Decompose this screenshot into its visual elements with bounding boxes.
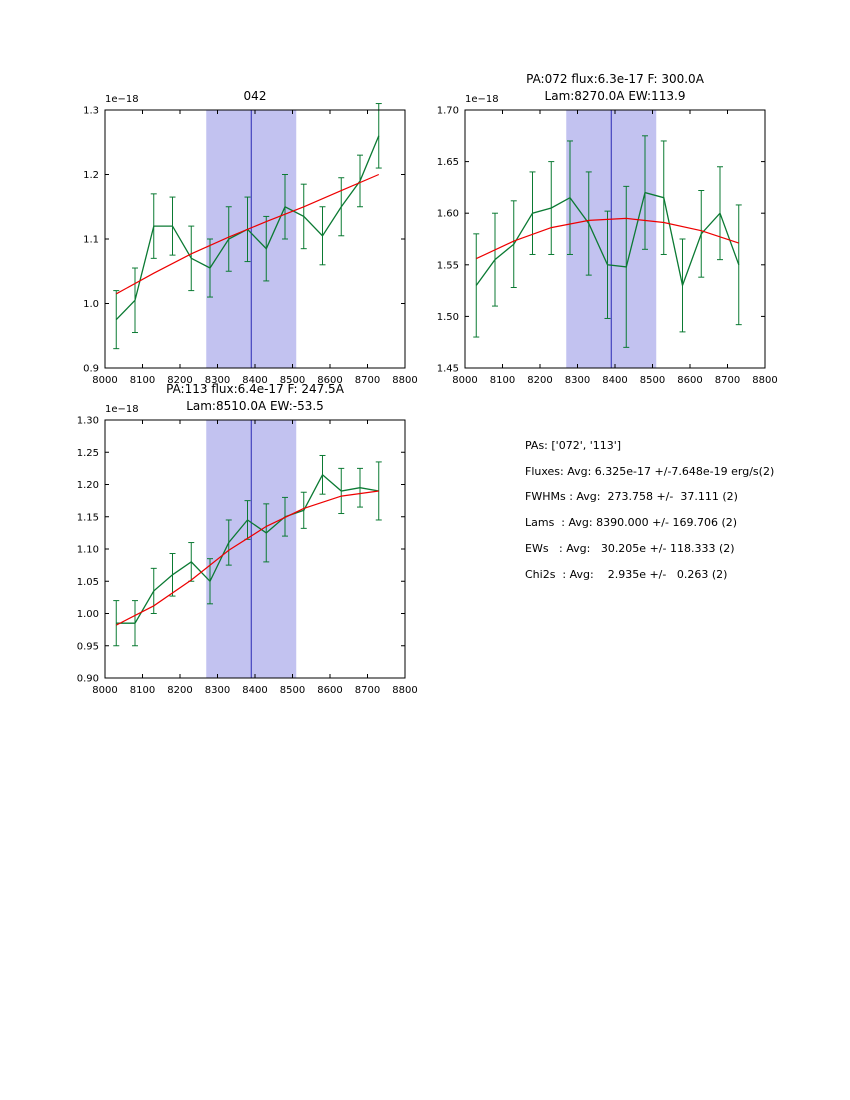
x-tick-label: 8500 [280, 375, 305, 386]
x-tick-label: 8200 [167, 685, 192, 696]
y-tick-label: 1.55 [437, 260, 459, 271]
y-tick-label: 1.10 [77, 545, 99, 556]
y-tick-label: 1.2 [83, 170, 99, 181]
chart-title: 042 [244, 89, 267, 103]
y-tick-label: 1.70 [437, 106, 459, 117]
x-tick-label: 8400 [242, 375, 267, 386]
y-tick-label: 1.25 [77, 448, 99, 459]
tick-marks [104, 419, 406, 679]
y-tick-label: 0.9 [83, 364, 99, 375]
x-tick-label: 8600 [317, 375, 342, 386]
y-tick-label: 0.95 [77, 641, 99, 652]
y-tick-label: 1.15 [77, 512, 99, 523]
x-tick-label: 8100 [490, 375, 515, 386]
y-tick-label: 1.45 [437, 364, 459, 375]
tick-marks [104, 109, 406, 369]
x-tick-label: 8500 [640, 375, 665, 386]
stats-pas: PAs: ['072', '113'] [525, 439, 622, 452]
y-tick-label: 1.30 [77, 416, 99, 427]
spectrum-line [116, 473, 379, 624]
x-tick-label: 8700 [715, 375, 740, 386]
stats-fwhms: FWHMs : Avg: 273.758 +/- 37.111 (2) [525, 490, 738, 504]
stats-panel: PAs: ['072', '113'] Fluxes: Avg: 6.325e-… [525, 433, 774, 587]
x-tick-label: 8800 [392, 685, 417, 696]
y-tick-label: 1.20 [77, 480, 99, 491]
y-tick-label: 1.3 [83, 106, 99, 117]
fit-line [116, 173, 380, 295]
x-tick-label: 8000 [452, 375, 477, 386]
axis-offset-label: 1e−18 [105, 404, 139, 415]
y-tick-label: 1.65 [437, 157, 459, 168]
x-tick-label: 8000 [92, 685, 117, 696]
axis-offset-label: 1e−18 [105, 94, 139, 105]
chart-svg: 8000 8100 8200 8300 8400 8500 8600 8700 8800 0.90… [77, 382, 418, 696]
x-tick-label: 8600 [317, 685, 342, 696]
tick-marks [464, 109, 766, 369]
fit-line [116, 490, 379, 626]
chart-title: Lam:8510.0A EW:-53.5 [186, 399, 324, 413]
y-tick-label: 1.00 [77, 609, 99, 620]
x-tick-label: 8400 [602, 375, 627, 386]
fit-line [476, 217, 739, 260]
chart-pa-113: 8000 8100 8200 8300 8400 8500 8600 8700 8800 0.90… [60, 370, 450, 714]
x-tick-label: 8700 [355, 685, 380, 696]
x-tick-label: 8300 [205, 685, 230, 696]
y-tick-label: 1.50 [437, 312, 459, 323]
chart-stack-042: 8000 8100 8200 8300 8400 8500 8600 8700 8800 0.9 1… [60, 60, 450, 404]
x-tick-label: 8500 [280, 685, 305, 696]
stats-fluxes: Fluxes: Avg: 6.325e-17 +/-7.648e-19 erg/… [525, 464, 775, 478]
stats-lams: Lams : Avg: 8390.000 +/- 169.706 (2) [525, 516, 738, 530]
x-tick-label: 8100 [130, 375, 155, 386]
x-tick-label: 8000 [92, 375, 117, 386]
chart-pa-072: 8000 8100 8200 8300 8400 8500 8600 8700 8800 1.45… [420, 60, 810, 404]
y-tick-label: 1.05 [77, 577, 99, 588]
chart-svg: 8000 8100 8200 8300 8400 8500 8600 8700 8800 1.45… [437, 72, 778, 386]
chart-title: PA:072 flux:6.3e-17 F: 300.0A [526, 72, 705, 86]
x-tick-label: 8300 [565, 375, 590, 386]
chart-title: PA:113 flux:6.4e-17 F: 247.5A [166, 382, 345, 396]
x-tick-label: 8800 [392, 375, 417, 386]
y-tick-label: 1.60 [437, 209, 459, 220]
x-tick-label: 8400 [242, 685, 267, 696]
x-tick-label: 8700 [355, 375, 380, 386]
x-tick-label: 8300 [205, 375, 230, 386]
stats-ews: EWs : Avg: 30.205e +/- 118.333 (2) [525, 541, 735, 555]
chart-title: Lam:8270.0A EW:113.9 [545, 89, 686, 103]
x-tick-label: 8100 [130, 685, 155, 696]
axis-offset-label: 1e−18 [465, 94, 499, 105]
x-tick-label: 8800 [752, 375, 777, 386]
stats-chi2s: Chi2s : Avg: 2.935e +/- 0.263 (2) [525, 567, 728, 581]
y-tick-label: 0.90 [77, 674, 99, 685]
spectrum-line [475, 191, 740, 288]
chart-svg: 8000 8100 8200 8300 8400 8500 8600 8700 8800 0.9 1… [83, 89, 418, 386]
x-tick-label: 8600 [677, 375, 702, 386]
y-tick-label: 1.0 [83, 299, 99, 310]
x-tick-label: 8200 [527, 375, 552, 386]
x-tick-label: 8200 [167, 375, 192, 386]
y-tick-label: 1.1 [83, 235, 99, 246]
